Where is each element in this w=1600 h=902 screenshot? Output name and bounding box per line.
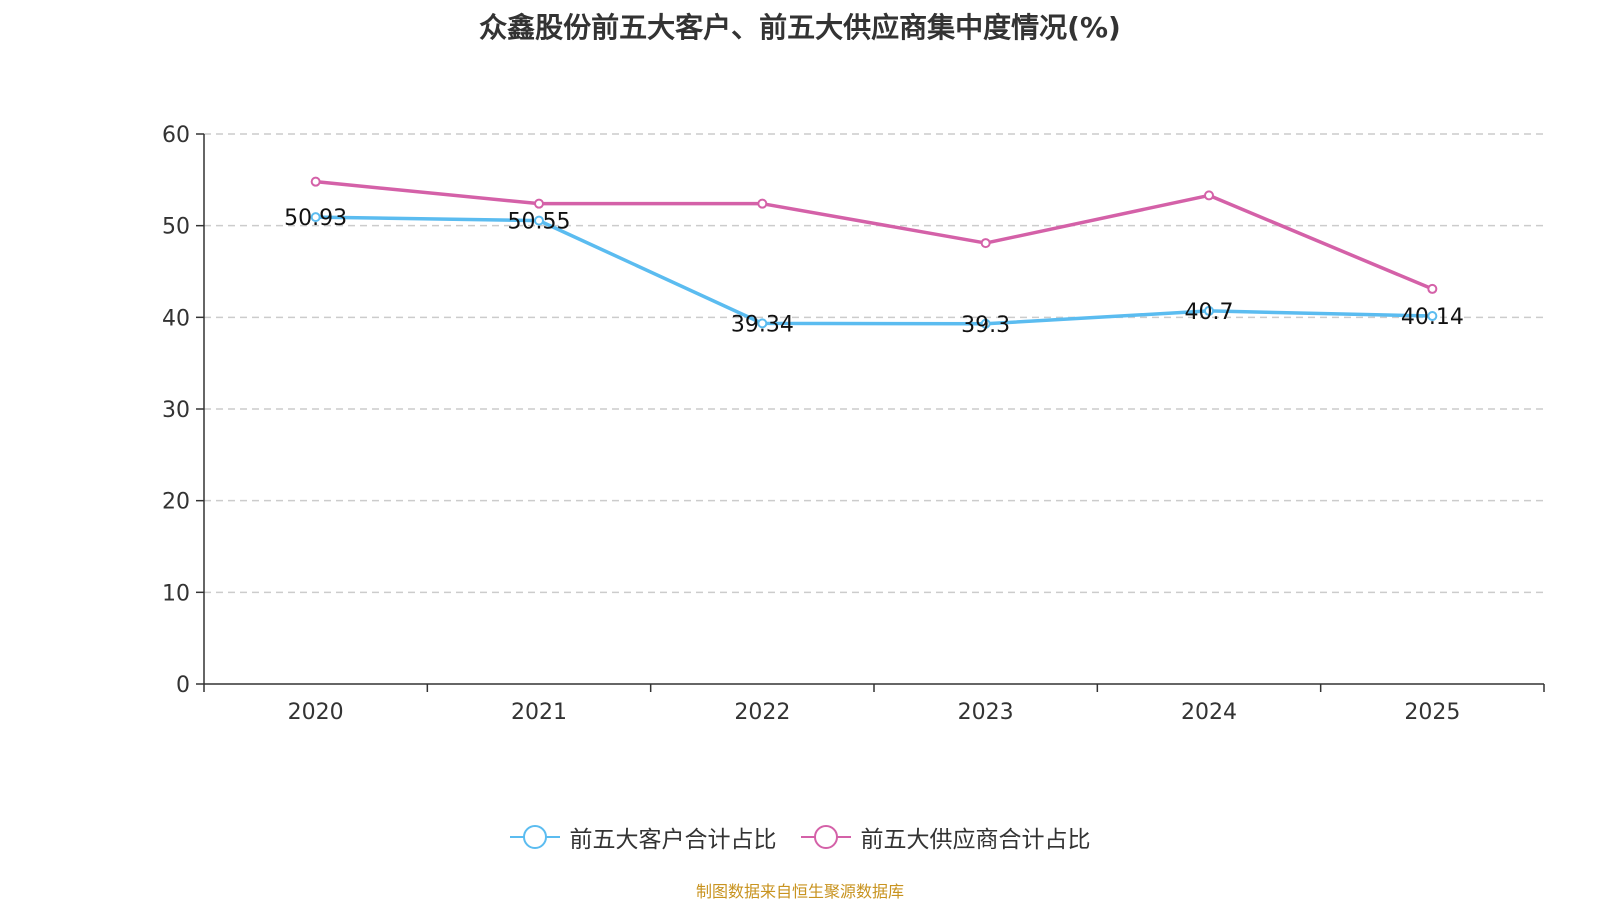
data-point	[310, 212, 321, 223]
line-chart: 0 10 20 30 40 50 60 2020 2021 2022 2023 2024 2025 50…	[162, 123, 1545, 725]
y-tick-label: 0	[176, 673, 190, 698]
data-point	[980, 238, 991, 249]
x-tick-label: 2023	[958, 700, 1014, 725]
data-point	[534, 215, 544, 226]
data-label: 50.55	[508, 210, 571, 235]
y-tick-label: 20	[162, 490, 190, 515]
data-labels: 50.93 50.55 39.34 39.3 40.7 40.14	[284, 206, 1464, 338]
data-point	[534, 198, 544, 209]
data-point	[310, 176, 321, 187]
y-tick-label: 10	[162, 581, 190, 606]
legend: 前五大客户合计占比 前五大供应商合计占比	[0, 820, 1600, 854]
x-tick-label: 2025	[1404, 700, 1460, 725]
data-label: 40.7	[1185, 300, 1234, 325]
y-tick-label: 60	[162, 123, 190, 148]
y-tick-label: 50	[162, 215, 190, 240]
legend-marker-customers	[509, 825, 560, 849]
x-tick-label: 2021	[511, 700, 567, 725]
source-note: 制图数据来自恒生聚源数据库	[695, 882, 904, 901]
data-point	[757, 318, 768, 329]
y-tick-label: 40	[162, 306, 190, 331]
data-point	[1427, 311, 1438, 322]
series-line-0	[315, 215, 1433, 326]
y-tick-label: 30	[162, 398, 190, 423]
data-point	[980, 318, 991, 329]
legend-item-customers[interactable]: 前五大客户合计占比	[509, 820, 777, 854]
series-line-1	[315, 179, 1434, 291]
x-tick-label: 2022	[734, 700, 790, 725]
legend-marker-suppliers	[800, 825, 851, 849]
data-point	[757, 198, 768, 209]
data-point	[1427, 283, 1438, 294]
data-label: 40.14	[1401, 305, 1464, 330]
data-label: 39.34	[731, 312, 794, 337]
legend-label-suppliers: 前五大供应商合计占比	[860, 827, 1091, 853]
data-point	[1204, 190, 1214, 201]
series-layer	[310, 176, 1438, 329]
x-tick-label: 2024	[1181, 700, 1237, 725]
x-tick-label: 2020	[288, 700, 344, 725]
data-point	[1204, 305, 1214, 316]
legend-item-suppliers[interactable]: 前五大供应商合计占比	[800, 820, 1091, 854]
chart-title: 众鑫股份前五大客户、前五大供应商集中度情况(%)	[479, 11, 1121, 44]
axes: 0 10 20 30 40 50 60 2020 2021 2022 2023 2024 2025	[162, 123, 1545, 725]
grid-lines	[204, 133, 1544, 594]
data-label: 50.93	[284, 206, 347, 231]
data-label: 39.3	[961, 313, 1010, 338]
legend-label-customers: 前五大客户合计占比	[569, 827, 777, 853]
